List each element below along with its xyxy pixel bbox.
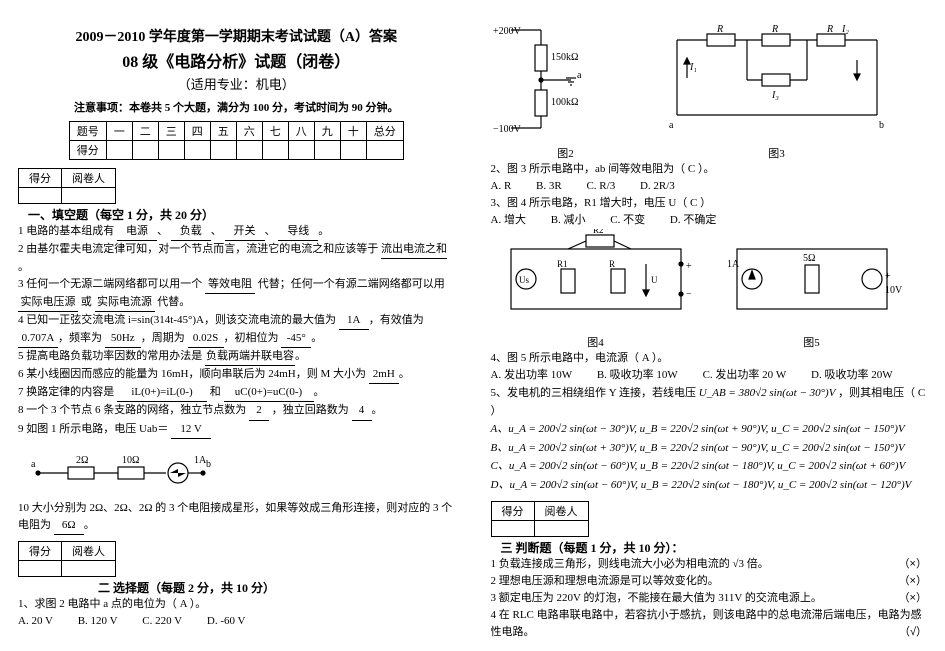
s3q4: 4 在 RLC 电路串联电路中，若容抗小于感抗，则该电路中的总电流滞后端电压，电… [491, 607, 928, 641]
table-row: 题号 一 二 三 四 五 六 七 八 九 十 总分 [69, 122, 403, 141]
svg-text:10V: 10V [885, 285, 903, 296]
svg-text:R1: R1 [557, 259, 568, 269]
svg-text:2Ω: 2Ω [76, 455, 88, 466]
fig2-caption: 图2 [491, 145, 641, 161]
mini-score-table-3: 得分阅卷人 [491, 501, 589, 537]
svg-text:150kΩ: 150kΩ [551, 52, 578, 63]
rq4-opts: A. 发出功率 10W B. 吸收功率 10W C. 发出功率 20 W D. … [491, 367, 928, 384]
q10: 10 大小分别为 2Ω、2Ω、2Ω 的 3 个电阻接成星形，如果等效成三角形连接… [18, 500, 455, 535]
s3q1: 1 负载连接成三角形，则线电流大小必为相电流的 √3 倍。（×） [491, 556, 928, 573]
q8: 8 一个 3 个节点 6 条支路的网络，独立节点数为 2 ，独立回路数为 4。 [18, 402, 455, 420]
fig3-caption: 图3 [657, 145, 897, 161]
table-row: 得分 [69, 141, 403, 160]
figure2: +200V 150kΩ 100kΩ −100V a 图2 [491, 20, 641, 161]
svg-text:1A: 1A [727, 259, 740, 270]
rq3-opts: A. 增大 B. 减小 C. 不变 D. 不确定 [491, 212, 928, 229]
header-note: 注意事项：本卷共 5 个大题，满分为 100 分，考试时间为 90 分钟。 [18, 99, 455, 115]
rq3: 3、图 4 所示电路，R1 增大时，电压 U（ C ） [491, 195, 928, 212]
q5: 5 提高电路负载功率因数的常用办法是 负载两端并联电容。 [18, 348, 455, 366]
eqC: C、u_A = 200√2 sin(ωt − 60°)V, u_B = 220√… [491, 457, 928, 476]
svg-text:5Ω: 5Ω [803, 253, 815, 264]
eqB: B、u_A = 200√2 sin(ωt + 30°)V, u_B = 220√… [491, 439, 928, 458]
s3q3: 3 额定电压为 220V 的灯泡，不能接在最大值为 311V 的交流电源上。（×… [491, 590, 928, 607]
left-column: 2009－2010 学年度第一学期期末考试试题（A）答案 08 级《电路分析》试… [0, 0, 473, 651]
svg-text:Us: Us [519, 275, 529, 285]
svg-text:R: R [771, 24, 778, 35]
svg-text:U: U [651, 275, 658, 285]
right-column: +200V 150kΩ 100kΩ −100V a 图2 [473, 0, 945, 651]
svg-text:I₃: I₃ [771, 90, 779, 101]
svg-text:R: R [826, 24, 833, 35]
svg-text:−: − [686, 289, 692, 300]
rq5: 5、发电机的三相绕组作 Y 连接，若线电压 U_AB = 380√2 sin(ω… [491, 384, 928, 420]
svg-text:+200V: +200V [493, 26, 522, 37]
eqA: A、u_A = 200√2 sin(ωt − 30°)V, u_B = 220√… [491, 420, 928, 439]
svg-text:−100V: −100V [493, 124, 522, 135]
q1: 1 电路的基本组成有 电源、 负载、 开关、 导线。 [18, 223, 455, 241]
s2q1: 1、求图 2 电路中 a 点的电位为（ A ）。 [18, 596, 455, 613]
svg-text:+: + [686, 261, 692, 272]
section2-title: 二 选择题（每题 2 分，共 10 分） [98, 581, 275, 595]
svg-text:b: b [206, 459, 211, 470]
q9: 9 如图 1 所示电路，电压 Uab＝ 12 V [18, 421, 455, 439]
svg-text:b: b [879, 120, 884, 131]
svg-text:+: + [885, 271, 891, 282]
header-line1: 2009－2010 学年度第一学期期末考试试题（A）答案 [18, 26, 455, 46]
figure4: Us R1 R2 R U + − 图4 [491, 229, 701, 350]
score-table: 题号 一 二 三 四 五 六 七 八 九 十 总分 得分 [69, 121, 404, 160]
q7: 7 换路定律的内容是 iL(0+)=iL(0-) 和 uC(0+)=uC(0-)… [18, 384, 455, 402]
svg-text:R2: R2 [593, 229, 604, 235]
fig4-caption: 图4 [491, 334, 701, 350]
q2: 2 由基尔霍夫电流定律可知，对一个节点而言，流进它的电流之和应该等于 流出电流之… [18, 241, 455, 276]
rq2: 2、图 3 所示电路中，ab 间等效电阻为（ C ）。 [491, 161, 928, 178]
svg-text:a: a [577, 70, 582, 81]
mini-score-table: 得分阅卷人 [18, 168, 116, 204]
rq4: 4、图 5 所示电路中，电流源（ A ）。 [491, 350, 928, 367]
q3: 3 任何一个无源二端网络都可以用一个 等效电阻 代替；任何一个有源二端网络都可以… [18, 276, 455, 312]
figure3: R R R I₁ I₂ I₃ a b 图3 [657, 20, 897, 161]
fig2-fig3-row: +200V 150kΩ 100kΩ −100V a 图2 [491, 20, 928, 161]
svg-text:a: a [31, 459, 36, 470]
section1-title: 一、填空题（每空 1 分，共 20 分） [28, 208, 214, 222]
figure1: a 2Ω 10Ω 1A b [18, 443, 455, 496]
svg-text:R: R [716, 24, 723, 35]
header-line2: 08 级《电路分析》试题（闭卷） [18, 48, 455, 72]
figure5: 1A 5Ω + 10V 图5 [717, 229, 907, 350]
s3q2: 2 理想电压源和理想电流源是可以等效变化的。（×） [491, 573, 928, 590]
fig5-caption: 图5 [717, 334, 907, 350]
svg-text:a: a [669, 120, 674, 131]
svg-text:R: R [609, 259, 615, 269]
section3-title: 三 判断题（每题 1 分，共 10 分）： [501, 541, 684, 555]
s2q1-opts: A. 20 V B. 120 V C. 220 V D. -60 V [18, 613, 455, 630]
fig4-fig5-row: Us R1 R2 R U + − 图4 [491, 229, 928, 350]
mini-score-table-2: 得分阅卷人 [18, 541, 116, 577]
q4: 4 已知一正弦交流电流 i=sin(314t-45°)A，则该交流电流的最大值为… [18, 312, 455, 348]
q6: 6 某小线圈因而感应的能量为 16mH，顺向串联后为 24mH，则 M 大小为 … [18, 366, 455, 384]
svg-text:10Ω: 10Ω [122, 455, 139, 466]
header-line3: （适用专业：机电） [18, 74, 455, 93]
svg-text:I₁: I₁ [689, 62, 697, 73]
eqD: D、u_A = 200√2 sin(ωt − 60°)V, u_B = 220√… [491, 476, 928, 495]
svg-text:100kΩ: 100kΩ [551, 97, 578, 108]
svg-text:I₂: I₂ [841, 24, 849, 35]
rq2-opts: A. R B. 3R C. R/3 D. 2R/3 [491, 178, 928, 195]
